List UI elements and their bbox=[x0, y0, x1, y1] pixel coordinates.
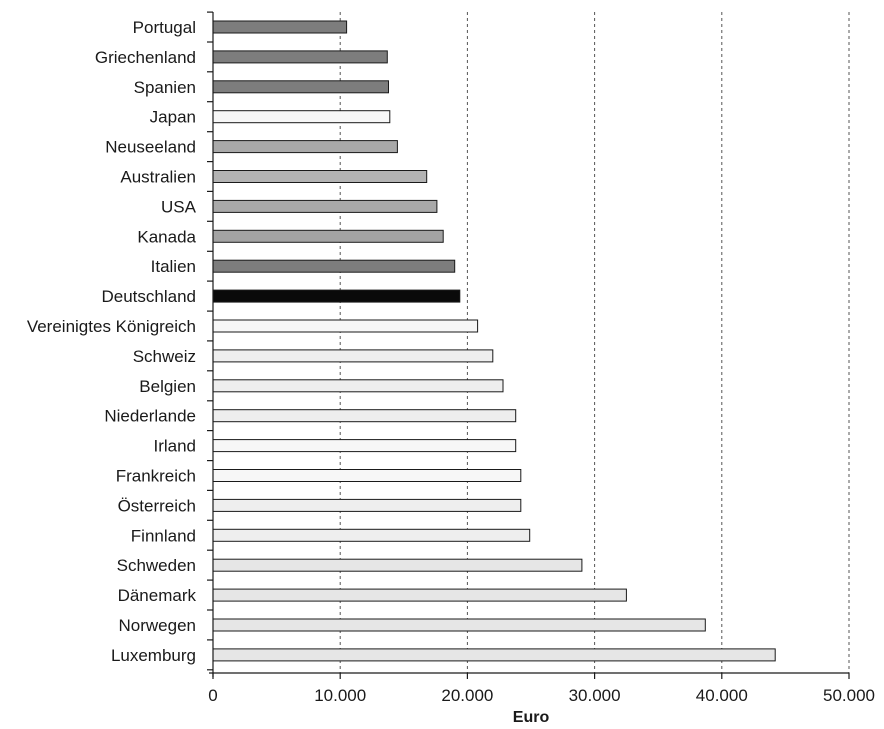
category-labels: Portugal Griechenland Spanien Japan Neuseela… bbox=[27, 18, 197, 665]
bar-5 bbox=[212, 170, 428, 183]
bars bbox=[212, 20, 776, 662]
bar-11 bbox=[212, 349, 494, 363]
bar-14 bbox=[212, 439, 517, 453]
bar-17 bbox=[212, 528, 531, 542]
category-label-14: Irland bbox=[153, 437, 196, 456]
bar-13 bbox=[212, 409, 517, 423]
bar-15 bbox=[212, 469, 522, 482]
bar-8 bbox=[212, 259, 456, 273]
category-label-21: Luxemburg bbox=[111, 646, 196, 665]
category-label-8: Italien bbox=[151, 257, 196, 276]
bar-0 bbox=[212, 20, 348, 34]
bar-6 bbox=[212, 199, 438, 213]
x-tick-label-4: 40.000 bbox=[696, 686, 748, 705]
bar-2 bbox=[212, 80, 389, 94]
category-label-3: Japan bbox=[150, 108, 196, 127]
category-label-2: Spanien bbox=[134, 78, 196, 97]
category-label-7: Kanada bbox=[137, 227, 196, 246]
bar-1 bbox=[212, 50, 388, 64]
bar-7 bbox=[212, 229, 444, 243]
bar-21 bbox=[212, 648, 776, 662]
category-label-9: Deutschland bbox=[101, 287, 196, 306]
category-label-10: Vereinigtes Königreich bbox=[27, 317, 196, 336]
x-tick-label-2: 20.000 bbox=[441, 686, 493, 705]
category-label-12: Belgien bbox=[139, 377, 196, 396]
category-label-6: USA bbox=[161, 197, 197, 216]
x-tick-labels: 0 10.000 20.000 30.000 40.000 50.000 bbox=[208, 686, 875, 705]
category-label-20: Norwegen bbox=[119, 616, 197, 635]
x-tick-label-3: 30.000 bbox=[569, 686, 621, 705]
bar-20 bbox=[212, 618, 706, 632]
grid-lines bbox=[339, 12, 850, 673]
axes bbox=[207, 11, 850, 679]
x-tick-label-1: 10.000 bbox=[314, 686, 366, 705]
category-label-5: Australien bbox=[120, 168, 196, 187]
category-label-16: Österreich bbox=[118, 496, 196, 515]
category-label-11: Schweiz bbox=[133, 347, 196, 366]
bar-12 bbox=[212, 379, 504, 393]
bar-19 bbox=[212, 588, 627, 602]
x-tick-label-0: 0 bbox=[208, 686, 217, 705]
bar-18 bbox=[212, 558, 583, 572]
x-axis-title: Euro bbox=[513, 709, 550, 726]
bar-4 bbox=[212, 140, 398, 154]
x-tick-label-5: 50.000 bbox=[823, 686, 875, 705]
bar-9 bbox=[212, 289, 461, 303]
bar-10 bbox=[212, 319, 479, 333]
category-label-15: Frankreich bbox=[116, 467, 196, 486]
category-label-19: Dänemark bbox=[118, 586, 197, 605]
category-label-18: Schweden bbox=[117, 556, 196, 575]
category-label-4: Neuseeland bbox=[105, 138, 196, 157]
bar-3 bbox=[212, 110, 391, 124]
bar-16 bbox=[212, 498, 522, 512]
category-label-1: Griechenland bbox=[95, 48, 196, 67]
category-label-0: Portugal bbox=[133, 18, 196, 37]
category-label-13: Niederlande bbox=[104, 407, 196, 426]
category-label-17: Finnland bbox=[131, 526, 196, 545]
